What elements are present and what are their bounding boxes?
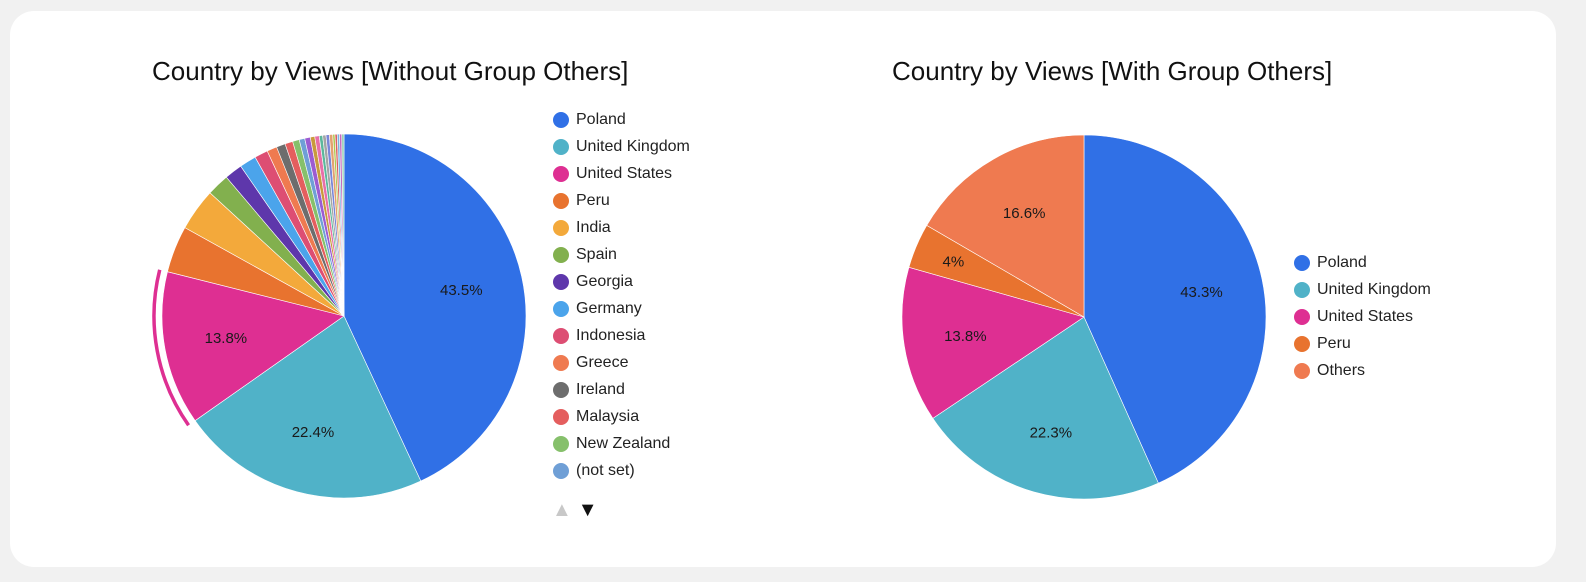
legend-item-others[interactable]: Others (1294, 357, 1431, 384)
legend-label: Malaysia (576, 407, 640, 425)
legend-item-indonesia[interactable]: Indonesia (553, 322, 690, 349)
data-label-poland: 43.5% (440, 282, 483, 299)
legend-swatch (553, 246, 569, 263)
legend-swatch (1294, 281, 1310, 298)
legend-swatch (553, 435, 569, 452)
legend-swatch (553, 192, 569, 209)
data-label-united-kingdom: 22.3% (1030, 424, 1073, 441)
legend-item-ireland[interactable]: Ireland (553, 376, 690, 403)
pie-slice-others[interactable] (926, 134, 1085, 318)
slice-highlight-arc (152, 269, 191, 427)
legend-swatch (553, 462, 569, 479)
legend-swatch (553, 165, 569, 182)
legend-swatch (553, 138, 569, 155)
legend-item-poland[interactable]: Poland (553, 106, 690, 133)
legend-item-new-zealand[interactable]: New Zealand (553, 430, 690, 457)
pie-slice-united-kingdom[interactable] (932, 316, 1159, 500)
legend-item-united-kingdom[interactable]: United Kingdom (1294, 276, 1431, 303)
data-label-peru: 4% (943, 253, 965, 270)
chart-title-right: Country by Views [With Group Others] (892, 56, 1333, 86)
legend-label: United Kingdom (1317, 280, 1431, 298)
legend-swatch (1294, 362, 1310, 379)
pie-slice-united-kingdom[interactable] (194, 315, 422, 499)
legend-label: Poland (1317, 253, 1367, 271)
legend-label: Ireland (576, 380, 625, 398)
legend-swatch (553, 273, 569, 290)
chart-title-left: Country by Views [Without Group Others] (152, 56, 629, 86)
legend-item-poland[interactable]: Poland (1294, 249, 1431, 276)
legend-label: United States (1317, 307, 1414, 325)
data-label-united-states: 13.8% (205, 330, 248, 347)
legend-label: India (576, 218, 611, 236)
legend-swatch (553, 300, 569, 317)
legend-item-united-states[interactable]: United States (1294, 303, 1431, 330)
legend-item-india[interactable]: India (553, 214, 690, 241)
legend-label: Germany (576, 299, 642, 317)
legend-swatch (553, 408, 569, 425)
legend-swatch (1294, 335, 1310, 352)
legend-swatch (553, 381, 569, 398)
legend-item-spain[interactable]: Spain (553, 241, 690, 268)
legend-item-greece[interactable]: Greece (553, 349, 690, 376)
legend-label: Greece (576, 353, 629, 371)
legend-page-up-icon[interactable]: ▲ (552, 499, 572, 521)
data-label-poland: 43.3% (1180, 284, 1223, 301)
legend-label: Others (1317, 361, 1366, 379)
legend-label: Peru (576, 191, 610, 209)
legend-item-malaysia[interactable]: Malaysia (553, 403, 690, 430)
pie-slice-poland[interactable] (1083, 134, 1267, 484)
legend-item-georgia[interactable]: Georgia (553, 268, 690, 295)
legend-swatch (1294, 308, 1310, 325)
legend-item-peru[interactable]: Peru (553, 187, 690, 214)
pie-slice-poland[interactable] (343, 133, 527, 482)
legend-swatch (553, 327, 569, 344)
legend-right: Poland United Kingdom United States Peru Oth… (1294, 249, 1431, 384)
legend-item-peru[interactable]: Peru (1294, 330, 1431, 357)
legend-swatch (553, 354, 569, 371)
data-label-united-kingdom: 22.4% (292, 424, 335, 441)
legend-item-germany[interactable]: Germany (553, 295, 690, 322)
legend-item-united-states[interactable]: United States (553, 160, 690, 187)
legend-item-not-set[interactable]: (not set) (553, 457, 690, 484)
legend-label: Georgia (576, 272, 633, 290)
legend-label: Poland (576, 110, 626, 128)
legend-left: Poland United Kingdom United States Peru Ind… (553, 106, 690, 484)
pie-slice-other-25[interactable] (341, 133, 345, 317)
data-label-united-states: 13.8% (944, 328, 987, 345)
data-label-others: 16.6% (1003, 205, 1046, 222)
legend-label: Indonesia (576, 326, 646, 344)
legend-page-down-icon[interactable]: ▼ (577, 499, 598, 521)
legend-swatch (553, 111, 569, 128)
legend-label: Spain (576, 245, 617, 263)
legend-item-united-kingdom[interactable]: United Kingdom (553, 133, 690, 160)
legend-swatch (553, 219, 569, 236)
pie-slice-united-states[interactable] (901, 266, 1085, 419)
legend-label: New Zealand (576, 434, 671, 452)
legend-label: United States (576, 164, 673, 182)
pie-slice-united-states[interactable] (161, 271, 345, 422)
legend-label: Peru (1317, 334, 1351, 352)
legend-swatch (1294, 254, 1310, 271)
legend-label: United Kingdom (576, 137, 690, 155)
legend-label: (not set) (576, 461, 635, 479)
legend-pager: ▲ ▼ (552, 500, 598, 520)
